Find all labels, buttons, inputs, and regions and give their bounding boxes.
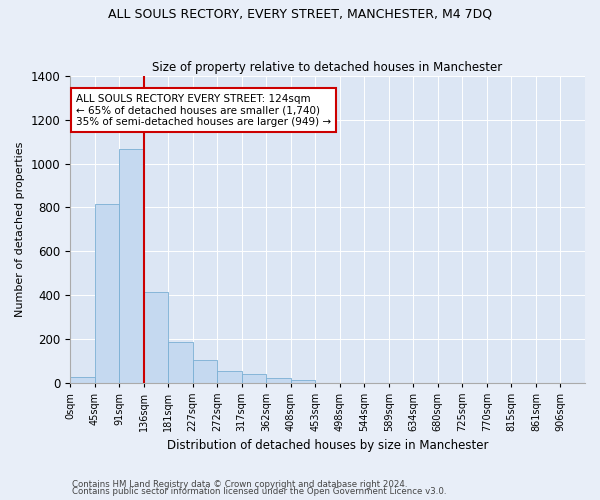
X-axis label: Distribution of detached houses by size in Manchester: Distribution of detached houses by size … (167, 440, 488, 452)
Text: Contains public sector information licensed under the Open Government Licence v3: Contains public sector information licen… (72, 487, 446, 496)
Bar (70, 377, 95, 382)
Text: ALL SOULS RECTORY, EVERY STREET, MANCHESTER, M4 7DQ: ALL SOULS RECTORY, EVERY STREET, MANCHES… (108, 8, 492, 20)
Bar (217, 370, 242, 382)
Bar (95, 204, 119, 382)
Bar (266, 378, 291, 382)
Bar (291, 380, 315, 382)
Bar (168, 342, 193, 382)
Bar (119, 150, 143, 382)
Text: Contains HM Land Registry data © Crown copyright and database right 2024.: Contains HM Land Registry data © Crown c… (72, 480, 407, 489)
Bar (242, 374, 266, 382)
Y-axis label: Number of detached properties: Number of detached properties (15, 142, 25, 317)
Text: ALL SOULS RECTORY EVERY STREET: 124sqm
← 65% of detached houses are smaller (1,7: ALL SOULS RECTORY EVERY STREET: 124sqm ←… (76, 94, 331, 127)
Bar (193, 360, 217, 382)
Bar (143, 292, 168, 382)
Title: Size of property relative to detached houses in Manchester: Size of property relative to detached ho… (152, 60, 503, 74)
